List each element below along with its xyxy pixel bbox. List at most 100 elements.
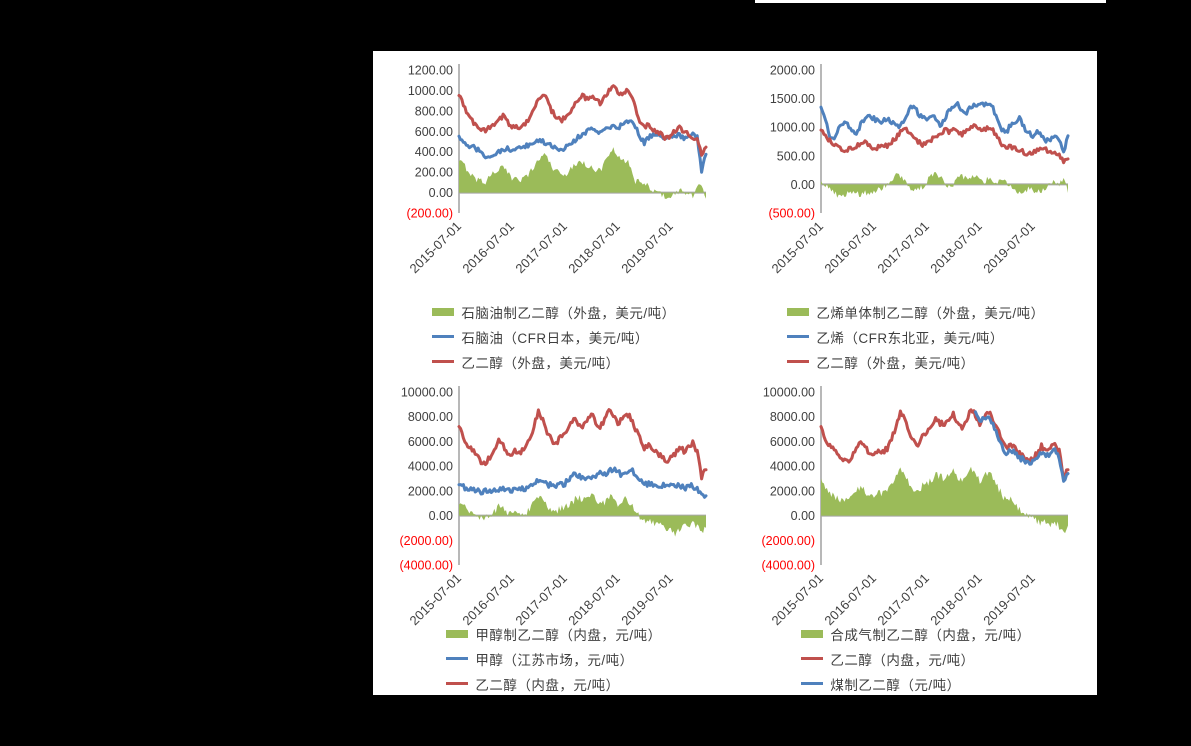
legend-item-label: 乙烯单体制乙二醇（外盘，美元/吨） <box>816 305 1045 321</box>
y-tick-label: 10000.00 <box>763 386 815 400</box>
y-tick-label: 2000.00 <box>770 64 815 78</box>
legend-area-swatch-icon <box>432 307 455 316</box>
legend-line-swatch-icon <box>446 682 469 685</box>
legend-line-swatch-icon <box>446 657 469 660</box>
legend-item-label: 甲醇（江苏市场，元/吨） <box>475 652 634 668</box>
legend-item-label: 甲醇制乙二醇（内盘，元/吨） <box>475 627 662 643</box>
series-line-1 <box>457 466 708 499</box>
legend-item: 乙二醇（内盘，元/吨） <box>801 646 1030 671</box>
chart-syngas-route-plot: 10000.00 8000.00 6000.00 4000.00 2000.00 0.00… <box>761 386 1070 629</box>
x-tick-label: 2017-07-01 <box>874 571 932 629</box>
x-tick-label: 2019-07-01 <box>980 571 1038 629</box>
series-line-2 <box>819 123 1070 165</box>
y-tick-label: 1000.00 <box>770 121 815 135</box>
legend-item-label: 石脑油制乙二醇（外盘，美元/吨） <box>461 305 676 321</box>
y-tick-label: 6000.00 <box>770 435 815 449</box>
x-tick-label: 2015-07-01 <box>406 571 464 629</box>
legend-item: 乙二醇（外盘，美元/吨） <box>787 349 1044 374</box>
x-tick-label: 2018-07-01 <box>927 571 985 629</box>
x-tick-label: 2017-07-01 <box>874 219 932 277</box>
x-tick-label: 2016-07-01 <box>821 571 879 629</box>
x-tick-label: 2019-07-01 <box>618 219 676 277</box>
y-tick-label: 0.00 <box>429 186 453 200</box>
y-tick-label: 500.00 <box>777 149 815 163</box>
x-tick-label: 2018-07-01 <box>565 219 623 277</box>
chart-cell-ethylene-route: 2000.00 1500.00 1000.00 500.00 0.00 (500.00) 2… <box>735 51 1097 373</box>
y-tick-label: 0.00 <box>429 509 453 523</box>
x-tick-label: 2017-07-01 <box>512 219 570 277</box>
y-tick-label: 200.00 <box>415 166 453 180</box>
legend-area-swatch-icon <box>446 629 469 638</box>
y-tick-label: 0.00 <box>791 178 815 192</box>
y-tick-label: (500.00) <box>768 207 815 221</box>
y-tick-label: (2000.00) <box>399 534 453 548</box>
y-tick-label: 4000.00 <box>770 460 815 474</box>
chart-naphtha-route-plot: 1200.00 1000.00 800.00 600.00 400.00 200.00 0.… <box>406 64 708 277</box>
x-tick-label: 2018-07-01 <box>565 571 623 629</box>
y-tick-label: 6000.00 <box>408 435 453 449</box>
y-tick-label: 8000.00 <box>408 410 453 424</box>
legend-area-swatch-icon <box>801 629 824 638</box>
y-tick-label: 8000.00 <box>770 410 815 424</box>
legend-item: 乙烯单体制乙二醇（外盘，美元/吨） <box>787 299 1044 324</box>
series-area-0 <box>459 493 706 537</box>
top-white-strip <box>755 0 1106 3</box>
y-tick-label: (2000.00) <box>761 534 815 548</box>
legend-line-swatch-icon <box>432 360 455 363</box>
series-area-0 <box>821 466 1068 534</box>
legend-item: 石脑油制乙二醇（外盘，美元/吨） <box>432 299 675 324</box>
x-tick-label: 2016-07-01 <box>459 571 517 629</box>
x-tick-label: 2015-07-01 <box>406 219 464 277</box>
y-tick-label: (4000.00) <box>761 559 815 573</box>
series-area-0 <box>821 172 1068 198</box>
series-line-1 <box>819 408 1070 482</box>
chart-cell-naphtha-route: 1200.00 1000.00 800.00 600.00 400.00 200.00 0.… <box>373 51 735 373</box>
y-tick-label: 1500.00 <box>770 92 815 106</box>
report-panel: 1200.00 1000.00 800.00 600.00 400.00 200.00 0.… <box>373 51 1097 695</box>
legend-item: 合成气制乙二醇（内盘，元/吨） <box>801 621 1030 646</box>
legend-line-swatch-icon <box>801 657 824 660</box>
legend-item-label: 煤制乙二醇（元/吨） <box>830 677 961 693</box>
legend-items: 乙烯单体制乙二醇（外盘，美元/吨） 乙烯（CFR东北亚，美元/吨） 乙二醇（外盘，美… <box>787 299 1044 374</box>
legend-methanol-route: 甲醇制乙二醇（内盘，元/吨） 甲醇（江苏市场，元/吨） 乙二醇（内盘，元/吨） <box>373 621 735 695</box>
y-tick-label: 4000.00 <box>408 460 453 474</box>
legend-items: 石脑油制乙二醇（外盘，美元/吨） 石脑油（CFR日本，美元/吨） 乙二醇（外盘，美元… <box>432 299 675 374</box>
x-tick-label: 2017-07-01 <box>512 571 570 629</box>
series-line-1 <box>819 101 1070 154</box>
x-tick-label: 2019-07-01 <box>618 571 676 629</box>
legend-item-label: 乙烯（CFR东北亚，美元/吨） <box>816 330 1004 346</box>
legend-area-swatch-icon <box>787 307 810 316</box>
legend-ethylene-route: 乙烯单体制乙二醇（外盘，美元/吨） 乙烯（CFR东北亚，美元/吨） 乙二醇（外盘，美… <box>735 299 1097 374</box>
legend-item: 乙烯（CFR东北亚，美元/吨） <box>787 324 1044 349</box>
chart-methanol-route-plot: 10000.00 8000.00 6000.00 4000.00 2000.00 0.00… <box>399 386 708 629</box>
series-area-0 <box>459 147 706 199</box>
chart-cell-methanol-route: 10000.00 8000.00 6000.00 4000.00 2000.00 0.00… <box>373 373 735 695</box>
series-line-2 <box>457 84 708 157</box>
legend-item: 甲醇制乙二醇（内盘，元/吨） <box>446 621 661 646</box>
y-tick-label: 400.00 <box>415 145 453 159</box>
y-tick-label: 10000.00 <box>401 386 453 400</box>
legend-item: 乙二醇（外盘，美元/吨） <box>432 349 675 374</box>
legend-item-label: 乙二醇（内盘，元/吨） <box>475 677 620 693</box>
series-line-2 <box>457 408 708 481</box>
legend-item: 甲醇（江苏市场，元/吨） <box>446 646 661 671</box>
series-line-1 <box>457 119 708 174</box>
legend-items: 合成气制乙二醇（内盘，元/吨） 乙二醇（内盘，元/吨） 煤制乙二醇（元/吨） <box>801 621 1030 695</box>
legend-item-label: 合成气制乙二醇（内盘，元/吨） <box>830 627 1031 643</box>
legend-item: 乙二醇（内盘，元/吨） <box>446 671 661 695</box>
legend-naphtha-route: 石脑油制乙二醇（外盘，美元/吨） 石脑油（CFR日本，美元/吨） 乙二醇（外盘，美元… <box>373 299 735 374</box>
legend-item-label: 乙二醇（外盘，美元/吨） <box>816 355 975 371</box>
x-tick-label: 2015-07-01 <box>768 571 826 629</box>
y-tick-label: 2000.00 <box>770 484 815 498</box>
y-tick-label: 1200.00 <box>408 64 453 78</box>
series-line-2 <box>973 410 1070 483</box>
legend-line-swatch-icon <box>787 360 810 363</box>
y-tick-label: 2000.00 <box>408 484 453 498</box>
x-tick-label: 2018-07-01 <box>927 219 985 277</box>
legend-line-swatch-icon <box>432 335 455 338</box>
y-tick-label: 1000.00 <box>408 84 453 98</box>
x-tick-label: 2019-07-01 <box>980 219 1038 277</box>
legend-item-label: 乙二醇（外盘，美元/吨） <box>461 355 620 371</box>
chart-ethylene-route-plot: 2000.00 1500.00 1000.00 500.00 0.00 (500.00) 2… <box>768 64 1070 277</box>
legend-line-swatch-icon <box>801 682 824 685</box>
